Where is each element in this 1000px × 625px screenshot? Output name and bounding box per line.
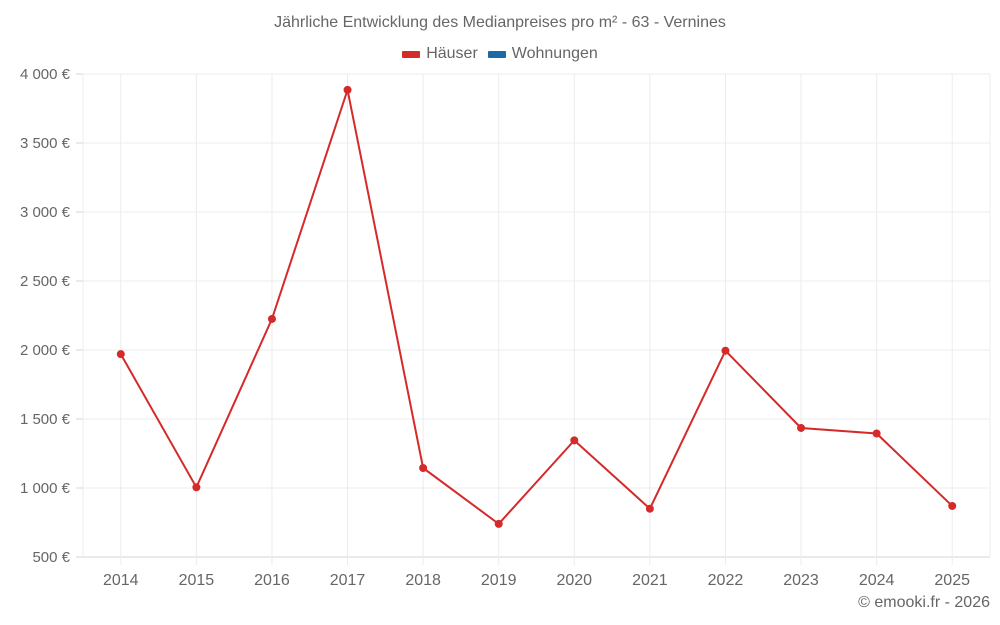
x-tick-label: 2023 — [783, 572, 819, 589]
chart-title: Jährliche Entwicklung des Medianpreises … — [274, 14, 726, 31]
y-tick-label: 4 000 € — [20, 66, 71, 83]
y-tick-label: 500 € — [32, 549, 70, 566]
data-point-marker — [570, 436, 579, 445]
legend-label-wohnungen: Wohnungen — [511, 45, 598, 62]
data-point-marker — [116, 350, 125, 359]
credit-text: © emooki.fr - 2026 — [858, 594, 990, 611]
legend-item-haeuser[interactable]: Häuser — [402, 45, 478, 63]
x-tick-label: 2020 — [556, 572, 592, 589]
x-tick-label: 2025 — [934, 572, 970, 589]
data-point-marker — [721, 346, 730, 355]
x-tick-label: 2015 — [179, 572, 215, 589]
data-point-marker — [645, 504, 654, 513]
x-tick-label: 2019 — [481, 572, 517, 589]
y-tick-label: 3 500 € — [20, 135, 71, 152]
y-tick-label: 2 500 € — [20, 273, 71, 290]
data-point-marker — [343, 85, 352, 94]
x-tick-label: 2022 — [708, 572, 744, 589]
y-tick-label: 2 000 € — [20, 342, 71, 359]
x-tick-label: 2018 — [405, 572, 441, 589]
x-tick-label: 2014 — [103, 572, 139, 589]
y-tick-label: 1 500 € — [20, 411, 71, 428]
x-tick-label: 2016 — [254, 572, 290, 589]
data-point-marker — [872, 429, 881, 438]
x-tick-label: 2021 — [632, 572, 668, 589]
data-point-marker — [948, 501, 957, 510]
y-tick-label: 3 000 € — [20, 204, 71, 221]
legend-item-wohnungen[interactable]: Wohnungen — [487, 45, 598, 63]
x-tick-label: 2024 — [859, 572, 895, 589]
data-point-marker — [419, 463, 428, 472]
legend-label-haeuser: Häuser — [426, 45, 478, 62]
series-line — [119, 85, 953, 526]
x-tick-label: 2017 — [330, 572, 366, 589]
data-point-marker — [192, 483, 201, 492]
data-point-marker — [797, 423, 806, 432]
legend-swatch-haeuser-icon — [402, 50, 421, 58]
data-point-marker — [267, 314, 276, 323]
data-point-marker — [494, 519, 503, 528]
y-tick-label: 1 000 € — [20, 480, 71, 497]
legend: Häuser Wohnungen — [0, 45, 1000, 63]
legend-swatch-wohnungen-icon — [487, 50, 506, 58]
